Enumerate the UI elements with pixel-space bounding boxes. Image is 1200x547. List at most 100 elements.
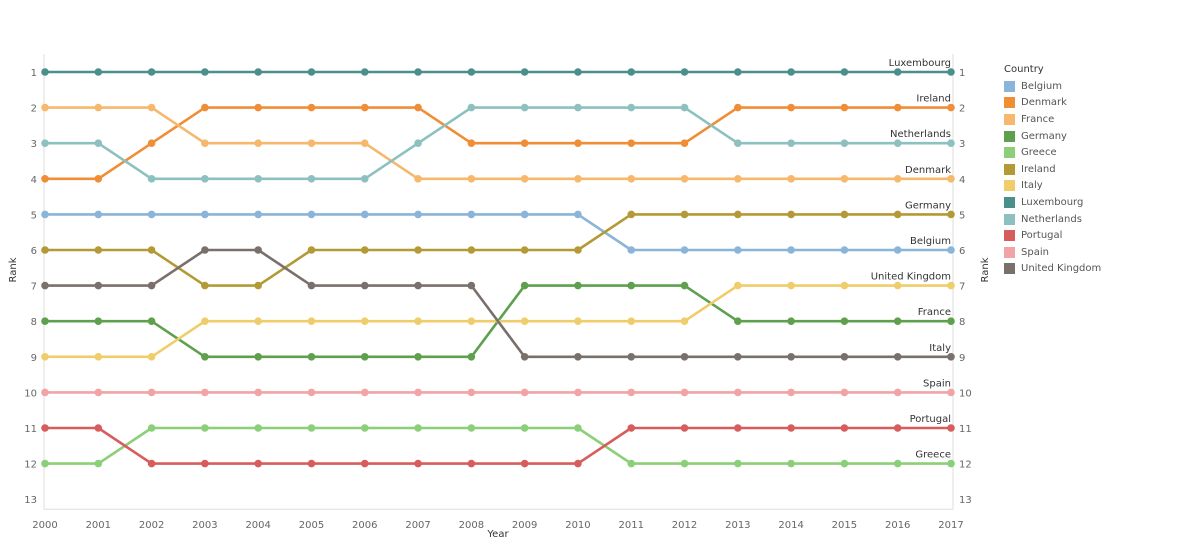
data-point bbox=[41, 103, 49, 112]
data-point bbox=[467, 353, 476, 361]
data-point bbox=[41, 317, 49, 326]
data-point bbox=[734, 281, 742, 290]
end-label: Belgium bbox=[910, 236, 951, 247]
data-point bbox=[360, 139, 369, 147]
data-point bbox=[414, 459, 422, 468]
data-point bbox=[414, 210, 422, 219]
data-point bbox=[147, 317, 156, 326]
x-axis: 2000 2001 2002 2003 2004 2005 2006 2007 2008 2009… bbox=[32, 520, 963, 531]
y-tick-label: 10 bbox=[959, 388, 972, 399]
data-point bbox=[254, 424, 262, 432]
data-point bbox=[147, 68, 156, 76]
legend-swatch bbox=[1004, 246, 1015, 258]
data-point bbox=[147, 210, 156, 219]
data-point bbox=[147, 175, 156, 183]
data-point bbox=[574, 388, 582, 397]
data-point bbox=[307, 424, 316, 432]
chart-frame bbox=[43, 54, 954, 510]
legend: Country Belgium Denmark France Germany Greec… bbox=[1004, 64, 1101, 277]
data-point bbox=[840, 317, 849, 326]
series-line bbox=[45, 426, 951, 465]
data-point bbox=[627, 246, 636, 254]
end-labels: Luxembourg Ireland Netherlands Denmark Germa… bbox=[871, 58, 951, 461]
data-point bbox=[574, 424, 582, 432]
y-tick-label: 9 bbox=[31, 353, 37, 364]
legend-item: Denmark bbox=[1004, 95, 1101, 112]
legend-item: Luxembourg bbox=[1004, 194, 1101, 211]
y-tick-label: 3 bbox=[959, 139, 965, 150]
y-tick-label: 12 bbox=[959, 460, 972, 471]
data-point bbox=[41, 281, 49, 290]
data-point bbox=[201, 103, 209, 112]
y-tick-label: 13 bbox=[24, 495, 37, 506]
data-point bbox=[41, 210, 49, 219]
legend-item: Ireland bbox=[1004, 161, 1101, 178]
data-point bbox=[893, 210, 902, 219]
data-point bbox=[627, 175, 636, 183]
data-point bbox=[680, 175, 689, 183]
data-point bbox=[787, 281, 795, 290]
data-point bbox=[360, 68, 369, 76]
data-point bbox=[201, 281, 209, 290]
data-point bbox=[414, 139, 422, 147]
data-point bbox=[734, 353, 742, 361]
data-point bbox=[840, 281, 849, 290]
data-point bbox=[467, 103, 476, 112]
legend-item: United Kingdom bbox=[1004, 261, 1101, 278]
data-point bbox=[254, 246, 262, 254]
end-label: France bbox=[918, 307, 951, 318]
data-point bbox=[307, 388, 316, 397]
end-label: United Kingdom bbox=[871, 272, 951, 283]
data-point bbox=[734, 103, 742, 112]
x-tick-label: 2010 bbox=[565, 520, 590, 531]
data-point bbox=[201, 210, 209, 219]
y-tick-label: 2 bbox=[31, 104, 37, 115]
data-point bbox=[680, 388, 689, 397]
data-point bbox=[787, 103, 795, 112]
data-point bbox=[41, 68, 49, 76]
data-point bbox=[840, 388, 849, 397]
data-point bbox=[627, 281, 636, 290]
data-point bbox=[307, 459, 316, 468]
legend-item: Belgium bbox=[1004, 78, 1101, 95]
data-point bbox=[254, 459, 262, 468]
data-point bbox=[467, 246, 476, 254]
y-tick-label: 11 bbox=[959, 424, 972, 435]
data-point bbox=[201, 175, 209, 183]
data-point bbox=[467, 424, 476, 432]
data-point bbox=[520, 103, 529, 112]
end-label: Portugal bbox=[910, 414, 951, 425]
legend-label: Germany bbox=[1021, 130, 1067, 142]
data-point bbox=[520, 175, 529, 183]
series-line bbox=[45, 248, 951, 359]
data-point bbox=[734, 175, 742, 183]
data-point bbox=[893, 281, 902, 290]
data-point bbox=[787, 139, 795, 147]
data-point bbox=[680, 139, 689, 147]
data-point bbox=[147, 353, 156, 361]
data-point bbox=[41, 388, 49, 397]
y-tick-label: 3 bbox=[31, 139, 37, 150]
data-point bbox=[520, 68, 529, 76]
y-tick-label: 9 bbox=[959, 353, 965, 364]
data-point bbox=[414, 103, 422, 112]
series-line bbox=[45, 106, 951, 181]
data-point bbox=[627, 353, 636, 361]
x-tick-label: 2008 bbox=[459, 520, 484, 531]
data-point bbox=[414, 281, 422, 290]
data-point bbox=[840, 139, 849, 147]
data-point bbox=[307, 139, 316, 147]
y-tick-label: 7 bbox=[31, 282, 37, 293]
data-point bbox=[307, 210, 316, 219]
data-point bbox=[467, 388, 476, 397]
data-point bbox=[893, 388, 902, 397]
y-tick-label: 8 bbox=[959, 317, 965, 328]
data-point bbox=[360, 210, 369, 219]
data-point bbox=[414, 68, 422, 76]
data-point bbox=[574, 139, 582, 147]
data-point bbox=[947, 139, 955, 147]
legend-item: Netherlands bbox=[1004, 211, 1101, 228]
data-point bbox=[680, 353, 689, 361]
data-point bbox=[94, 175, 103, 183]
